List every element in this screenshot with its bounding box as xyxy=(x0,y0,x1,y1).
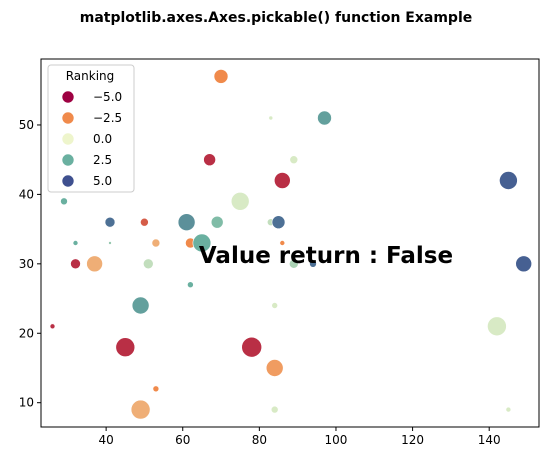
data-point-35[interactable] xyxy=(265,359,284,377)
data-point-10[interactable] xyxy=(104,216,116,228)
data-point-39[interactable] xyxy=(505,406,512,413)
data-point-13[interactable] xyxy=(210,215,224,229)
legend-marker xyxy=(61,132,75,146)
data-point-9[interactable] xyxy=(60,197,68,206)
legend-marker xyxy=(61,174,75,188)
data-point-33[interactable] xyxy=(115,337,136,358)
plot-frame xyxy=(40,58,540,428)
data-point-27[interactable] xyxy=(515,255,533,273)
data-point-6[interactable] xyxy=(273,172,291,189)
x-tick-label: 80 xyxy=(252,433,267,447)
data-point-29[interactable] xyxy=(131,296,150,315)
data-point-18[interactable] xyxy=(151,238,161,248)
data-point-8[interactable] xyxy=(230,192,250,211)
y-tick-label: 40 xyxy=(19,187,34,201)
y-tick-label: 10 xyxy=(19,396,34,410)
x-axis-ticks: 40 60 80 100 120 140 xyxy=(98,427,501,447)
data-point-38[interactable] xyxy=(270,405,279,414)
data-point-16[interactable] xyxy=(72,240,79,246)
data-point-30[interactable] xyxy=(271,302,279,309)
value-annotation: Value return : False xyxy=(199,243,453,269)
legend-entries: −5.0 −2.5 0.0 2.5 5.0 xyxy=(61,90,122,188)
legend-title: Ranking xyxy=(66,69,115,83)
legend-label: 0.0 xyxy=(93,132,112,146)
x-tick-label: 40 xyxy=(98,433,113,447)
legend-label: −5.0 xyxy=(93,90,122,104)
legend-box xyxy=(47,64,135,193)
data-point-7[interactable] xyxy=(499,171,518,190)
data-point-21[interactable] xyxy=(279,240,286,246)
data-point-22[interactable] xyxy=(70,258,81,270)
data-point-36[interactable] xyxy=(152,385,160,393)
data-point-23[interactable] xyxy=(86,255,103,273)
legend-label: −2.5 xyxy=(93,111,122,125)
x-tick-label: 100 xyxy=(325,433,348,447)
x-tick-label: 120 xyxy=(401,433,424,447)
legend: Ranking −5.0 −2.5 0.0 2.5 5.0 xyxy=(47,64,135,193)
legend-marker xyxy=(61,153,75,167)
legend-marker xyxy=(61,111,75,125)
points-layer xyxy=(49,69,533,420)
y-axis-ticks: 10 20 30 40 50 xyxy=(19,118,41,410)
data-point-15[interactable] xyxy=(271,215,286,229)
data-point-20[interactable] xyxy=(192,233,212,253)
data-point-1[interactable] xyxy=(213,69,229,84)
data-point-17[interactable] xyxy=(108,241,112,245)
legend-label: 5.0 xyxy=(93,174,112,188)
data-point-32[interactable] xyxy=(487,316,507,337)
data-point-5[interactable] xyxy=(203,153,216,166)
data-point-4[interactable] xyxy=(289,155,299,164)
data-point-12[interactable] xyxy=(177,213,196,231)
data-point-31[interactable] xyxy=(49,323,56,330)
data-point-34[interactable] xyxy=(241,336,262,358)
data-point-24[interactable] xyxy=(143,258,154,270)
data-point-11[interactable] xyxy=(140,217,149,227)
data-point-26[interactable] xyxy=(309,259,317,268)
data-point-3[interactable] xyxy=(317,110,332,126)
data-point-2[interactable] xyxy=(268,115,274,121)
legend-label: 2.5 xyxy=(93,153,112,167)
x-tick-label: 140 xyxy=(478,433,501,447)
data-point-25[interactable] xyxy=(288,258,299,269)
legend-marker xyxy=(61,90,75,104)
y-tick-label: 20 xyxy=(19,326,34,340)
y-tick-label: 50 xyxy=(19,118,34,132)
data-point-28[interactable] xyxy=(187,281,194,289)
data-point-37[interactable] xyxy=(130,399,151,420)
x-tick-label: 60 xyxy=(175,433,190,447)
y-tick-label: 30 xyxy=(19,257,34,271)
chart-title: matplotlib.axes.Axes.pickable() function… xyxy=(80,10,473,26)
